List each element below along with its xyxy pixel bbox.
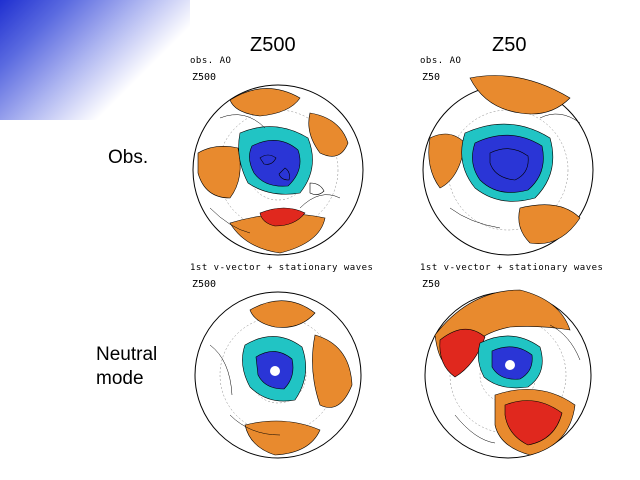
map-panel-obs-z50: obs. AO Z50 (420, 56, 600, 258)
panel-variable: Z50 (422, 279, 441, 290)
polar-map (422, 75, 594, 256)
row-label-obs: Obs. (108, 147, 149, 168)
panel-title: 1st v-vector + stationary waves (190, 263, 374, 273)
panel-variable: Z500 (192, 279, 217, 290)
row-label-neutral-mode: Neutral mode (96, 343, 157, 391)
column-title-z500: Z500 (250, 34, 296, 56)
map-panel-obs-z500: obs. AO Z500 (190, 56, 370, 258)
map-panel-mode-z50: 1st v-vector + stationary waves Z50 (420, 263, 604, 465)
polar-map (194, 291, 362, 459)
row-label-line1: Neutral (96, 344, 158, 365)
row-label-line2: mode (96, 368, 144, 389)
map-panel-mode-z500: 1st v-vector + stationary waves Z500 (190, 263, 374, 465)
panel-title: obs. AO (190, 56, 232, 66)
decorative-gradient (0, 0, 190, 120)
panel-variable: Z500 (192, 72, 217, 83)
polar-map (424, 289, 592, 459)
panel-title: obs. AO (420, 56, 462, 66)
column-title-z50: Z50 (492, 34, 527, 56)
panel-variable: Z50 (422, 72, 441, 83)
polar-map (192, 84, 364, 256)
panel-title: 1st v-vector + stationary waves (420, 263, 604, 273)
